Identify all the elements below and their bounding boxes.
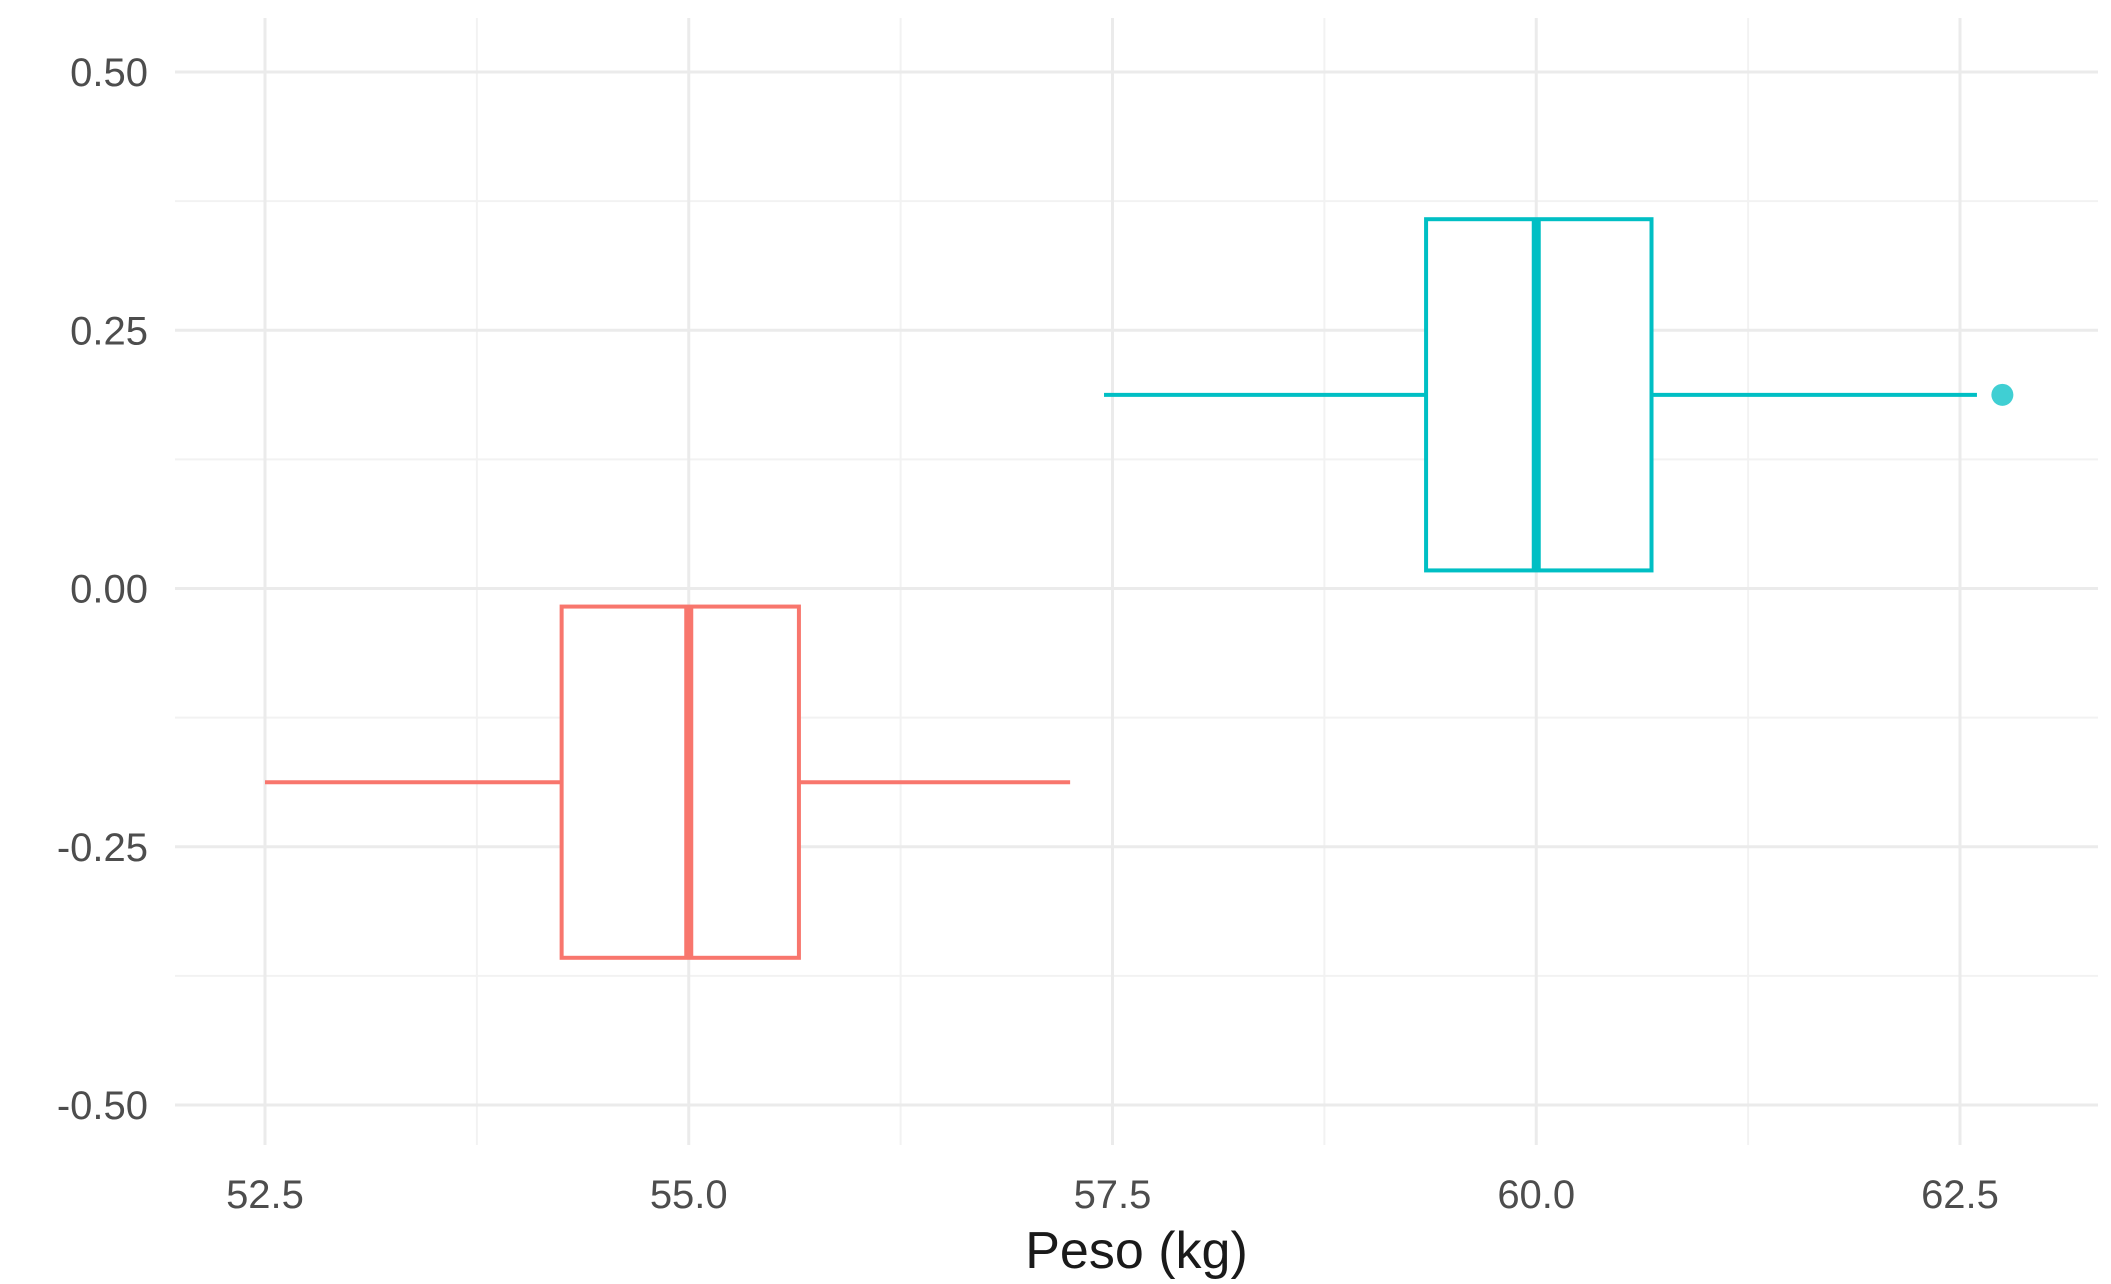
axes: Peso (kg) 52.5 55.0 57.5 60.0 62.5 0.50 0.25 0.…: [57, 51, 1999, 1280]
box-body: [559, 604, 801, 960]
x-tick-label: 57.5: [1074, 1173, 1152, 1217]
x-tick-label: 60.0: [1497, 1173, 1575, 1217]
x-tick-label: 62.5: [1921, 1173, 1999, 1217]
y-tick-label: 0.00: [70, 568, 148, 612]
x-tick-label: 52.5: [226, 1173, 304, 1217]
y-tick-label: -0.50: [57, 1084, 148, 1128]
box-outlier-point: [1991, 383, 2014, 406]
boxes: [265, 217, 2014, 960]
y-tick-label: 0.50: [70, 51, 148, 95]
y-tick-label: 0.25: [70, 309, 148, 353]
x-tick-label: 55.0: [650, 1173, 728, 1217]
y-tick-label: -0.25: [57, 826, 148, 870]
x-axis-title: Peso (kg): [1025, 1222, 1248, 1280]
grid: [175, 18, 2098, 1145]
